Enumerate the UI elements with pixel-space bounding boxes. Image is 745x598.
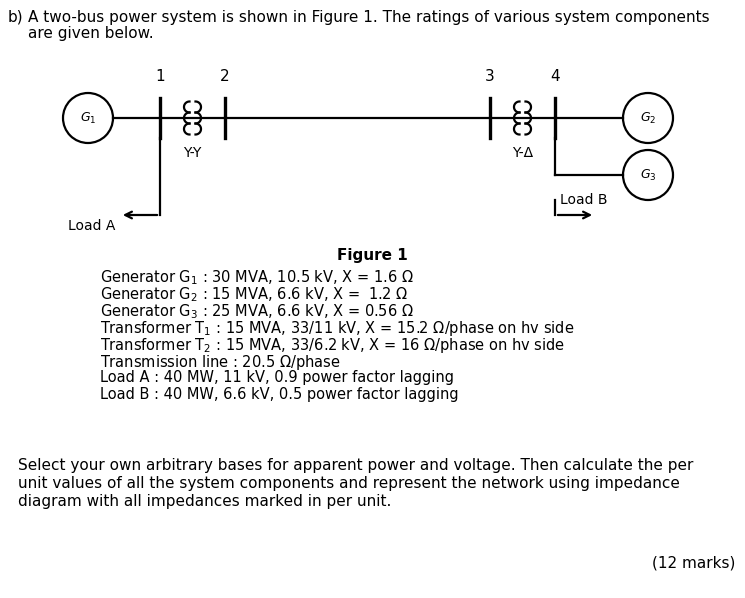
Text: Load B : 40 MW, 6.6 kV, 0.5 power factor lagging: Load B : 40 MW, 6.6 kV, 0.5 power factor… [100,387,459,402]
Text: Generator G$_2$ : 15 MVA, 6.6 kV, X =  1.2 $\Omega$: Generator G$_2$ : 15 MVA, 6.6 kV, X = 1.… [100,285,408,304]
Text: Generator G$_1$ : 30 MVA, 10.5 kV, X = 1.6 $\Omega$: Generator G$_1$ : 30 MVA, 10.5 kV, X = 1… [100,268,413,286]
Text: Figure 1: Figure 1 [337,248,408,263]
Text: are given below.: are given below. [28,26,153,41]
Text: Load A : 40 MW, 11 kV, 0.9 power factor lagging: Load A : 40 MW, 11 kV, 0.9 power factor … [100,370,454,385]
Text: $G_2$: $G_2$ [640,111,656,126]
Text: Transformer T$_2$ : 15 MVA, 33/6.2 kV, X = 16 $\Omega$/phase on hv side: Transformer T$_2$ : 15 MVA, 33/6.2 kV, X… [100,336,565,355]
Text: Load B: Load B [560,193,607,207]
Text: 3: 3 [485,69,495,84]
Text: Select your own arbitrary bases for apparent power and voltage. Then calculate t: Select your own arbitrary bases for appa… [18,458,694,473]
Text: 2: 2 [221,69,229,84]
Text: $G_1$: $G_1$ [80,111,96,126]
Text: Transformer T$_1$ : 15 MVA, 33/11 kV, X = 15.2 $\Omega$/phase on hv side: Transformer T$_1$ : 15 MVA, 33/11 kV, X … [100,319,574,338]
Text: $G_3$: $G_3$ [640,167,656,182]
Text: Y-Y: Y-Y [183,146,202,160]
Text: b): b) [8,10,24,25]
Text: 1: 1 [155,69,165,84]
Text: A two-bus power system is shown in Figure 1. The ratings of various system compo: A two-bus power system is shown in Figur… [28,10,710,25]
Text: Load A: Load A [68,219,115,233]
Text: Transmission line : 20.5 $\Omega$/phase: Transmission line : 20.5 $\Omega$/phase [100,353,340,372]
Text: 4: 4 [551,69,559,84]
Text: unit values of all the system components and represent the network using impedan: unit values of all the system components… [18,476,680,491]
Text: Y-Δ: Y-Δ [512,146,533,160]
Text: diagram with all impedances marked in per unit.: diagram with all impedances marked in pe… [18,494,391,509]
Text: Generator G$_3$ : 25 MVA, 6.6 kV, X = 0.56 $\Omega$: Generator G$_3$ : 25 MVA, 6.6 kV, X = 0.… [100,302,413,321]
Text: (12 marks): (12 marks) [652,555,735,570]
